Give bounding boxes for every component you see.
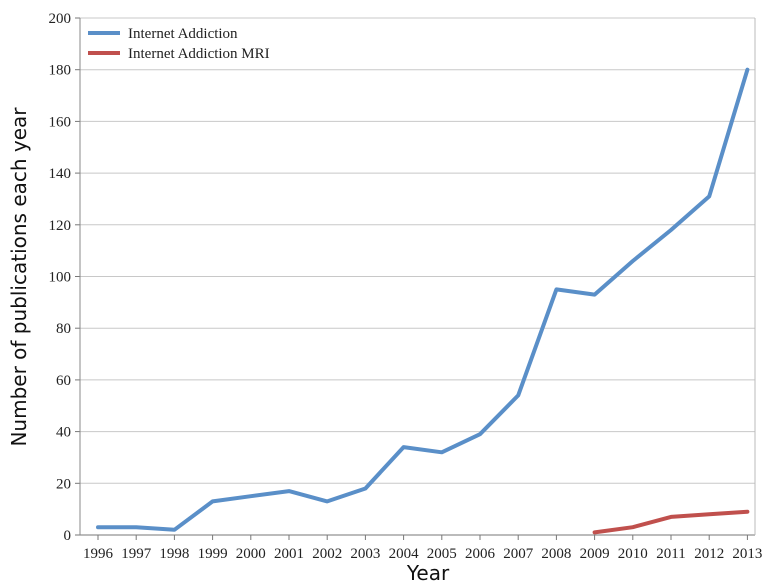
y-tick-label: 180 — [49, 63, 72, 79]
y-tick-label: 0 — [64, 528, 72, 544]
x-tick-label: 2002 — [312, 546, 342, 562]
y-axis-ticks: 0 20 40 60 80 100 120 140 160 180 200 — [49, 11, 80, 544]
x-tick-label: 2008 — [541, 546, 571, 562]
x-tick-label: 2001 — [274, 546, 304, 562]
x-tick-label: 2000 — [236, 546, 266, 562]
y-axis-title: Number of publications each year — [7, 107, 31, 447]
y-tick-label: 200 — [49, 11, 72, 27]
x-tick-label: 2003 — [350, 546, 380, 562]
x-tick-label: 2013 — [732, 546, 762, 562]
series-lines — [96, 67, 750, 535]
x-tick-label: 2006 — [465, 546, 496, 562]
series-line-1 — [96, 67, 750, 532]
x-tick-label: 2010 — [618, 546, 648, 562]
x-tick-label: 2007 — [503, 546, 534, 562]
x-tick-label: 2004 — [389, 546, 420, 562]
x-axis-ticks: 1996 1997 1998 1999 2000 2001 2002 2003 2004 2005… — [83, 535, 762, 562]
y-tick-label: 100 — [49, 270, 72, 286]
y-tick-label: 160 — [49, 114, 72, 130]
y-tick-label: 120 — [49, 218, 72, 234]
x-axis-title: Year — [406, 561, 450, 585]
x-tick-label: 1997 — [121, 546, 152, 562]
y-tick-label: 80 — [56, 321, 71, 337]
x-tick-label: 2009 — [580, 546, 610, 562]
y-tick-label: 40 — [56, 425, 71, 441]
legend: Internet Addiction Internet Addiction MRI — [88, 26, 270, 62]
y-tick-label: 20 — [56, 476, 71, 492]
x-tick-label: 1998 — [159, 546, 189, 562]
x-tick-label: 1999 — [198, 546, 228, 562]
legend-label: Internet Addiction MRI — [128, 46, 270, 62]
x-tick-label: 2005 — [427, 546, 457, 562]
y-tick-label: 140 — [49, 166, 72, 182]
legend-label: Internet Addiction — [128, 26, 238, 42]
y-tick-label: 60 — [56, 373, 71, 389]
x-tick-label: 2012 — [694, 546, 724, 562]
x-tick-label: 1996 — [83, 546, 114, 562]
x-tick-label: 2011 — [656, 546, 685, 562]
series-line-2 — [592, 509, 750, 535]
gridlines — [80, 17, 755, 536]
